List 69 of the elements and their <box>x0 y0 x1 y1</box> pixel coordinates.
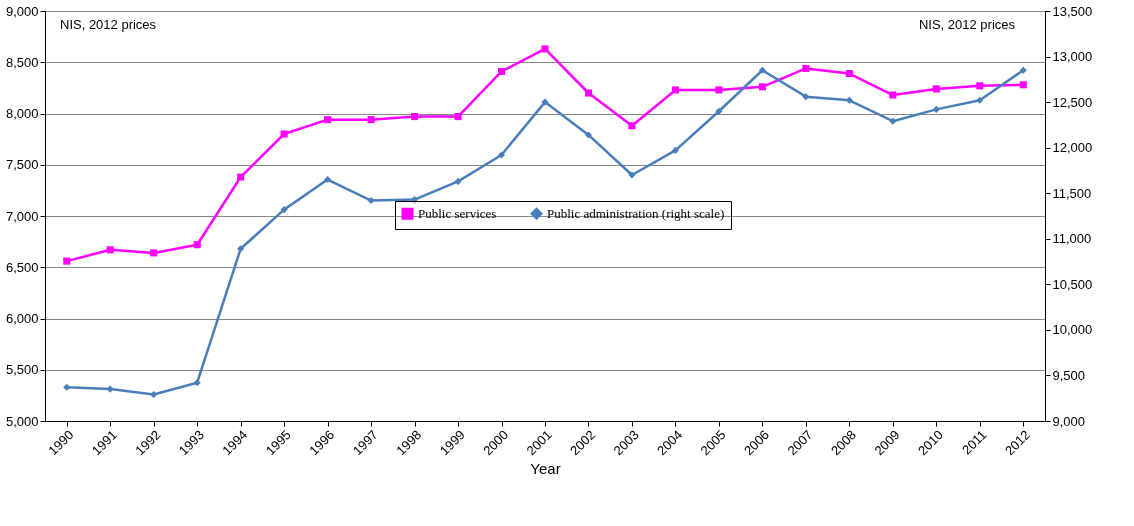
point <box>976 96 984 104</box>
point <box>628 122 636 130</box>
y-tick-label: 6,500 <box>5 259 39 275</box>
y-tick-label: 7,000 <box>5 208 39 224</box>
point <box>758 83 766 91</box>
annotation: NIS, 2012 prices <box>918 17 1016 32</box>
point <box>193 241 201 249</box>
point <box>106 246 114 254</box>
point <box>280 130 288 138</box>
y2-tick-label: 10,000 <box>1052 322 1093 338</box>
y-tick-label: 9,000 <box>5 3 39 19</box>
point <box>758 66 766 74</box>
point <box>497 151 506 159</box>
point <box>671 86 679 94</box>
point <box>324 176 332 184</box>
y2-tick-label: 9,000 <box>1052 413 1086 429</box>
point <box>237 245 245 253</box>
point <box>280 206 288 214</box>
point <box>889 91 897 99</box>
point <box>715 107 723 115</box>
legend-label: Public services <box>418 205 497 221</box>
point <box>193 379 201 387</box>
point <box>150 391 158 399</box>
point <box>63 257 71 265</box>
point <box>976 82 984 90</box>
point <box>367 116 375 124</box>
y-tick-label: 8,500 <box>5 54 39 70</box>
point <box>106 385 114 393</box>
point <box>411 113 419 121</box>
y2-tick-label: 10,500 <box>1052 276 1093 292</box>
point <box>845 96 853 104</box>
y2-tick-label: 9,500 <box>1052 367 1086 383</box>
y2-tick-label: 13,000 <box>1052 49 1093 65</box>
point <box>802 64 810 72</box>
y-tick-label: 5,000 <box>5 413 39 429</box>
point <box>802 93 810 101</box>
point <box>367 196 375 205</box>
point <box>541 45 549 53</box>
point <box>932 85 940 93</box>
point <box>497 67 506 76</box>
y-tick-label: 5,500 <box>5 362 39 378</box>
y2-tick-label: 12,000 <box>1052 140 1093 156</box>
point <box>845 69 853 78</box>
annotation: NIS, 2012 prices <box>60 17 157 32</box>
point <box>454 113 462 121</box>
y2-tick-label: 13,500 <box>1052 3 1093 19</box>
point <box>541 98 549 106</box>
point <box>715 86 723 94</box>
point <box>63 383 71 391</box>
point <box>324 116 332 124</box>
y-tick-label: 7,500 <box>5 157 39 173</box>
legend-label: Public administration (right scale) <box>547 205 725 221</box>
point <box>671 146 679 154</box>
point <box>1019 81 1027 89</box>
point <box>150 249 158 257</box>
y2-tick-label: 11,500 <box>1052 185 1092 201</box>
point <box>628 171 636 179</box>
point <box>584 89 593 97</box>
point <box>237 173 245 181</box>
point <box>932 105 940 113</box>
point <box>454 177 462 185</box>
point <box>584 131 593 139</box>
point <box>1019 66 1027 74</box>
y2-tick-label: 11,000 <box>1052 231 1092 247</box>
y2-tick-label: 12,500 <box>1052 94 1093 110</box>
y-tick-label: 8,000 <box>5 106 39 121</box>
y-tick-label: 6,000 <box>5 311 39 326</box>
x-axis-title: Year <box>530 460 561 478</box>
point <box>889 117 897 125</box>
